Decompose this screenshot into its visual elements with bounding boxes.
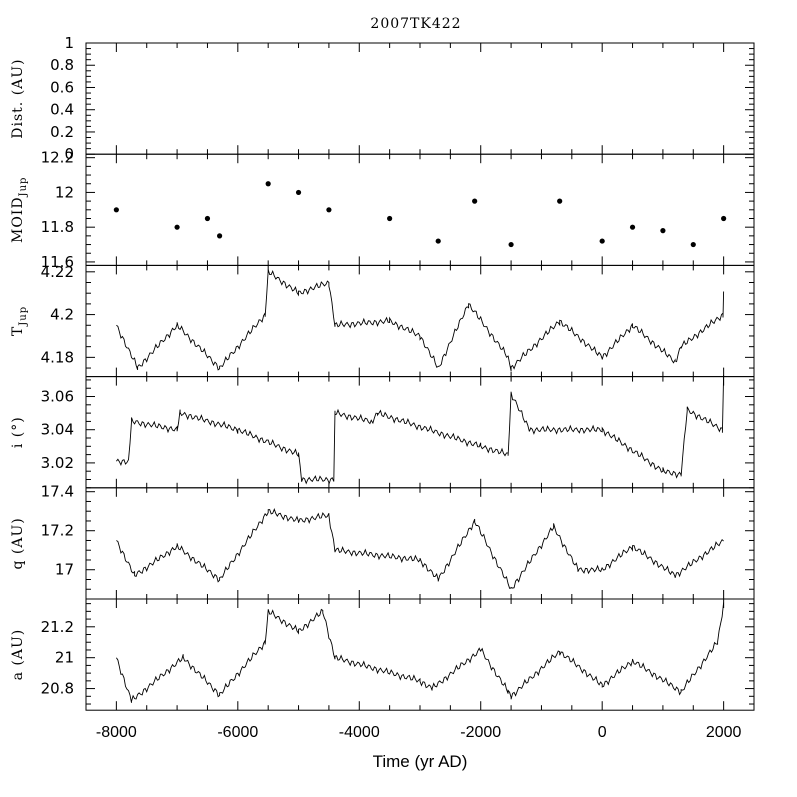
y-tick-label: 12 <box>55 183 74 201</box>
y-axis-label-subscript: Jup <box>18 306 29 327</box>
y-tick-label: 12.2 <box>41 149 74 167</box>
data-point <box>599 238 605 244</box>
data-point <box>690 241 696 248</box>
y-tick-label: 0.4 <box>50 101 74 119</box>
data-point <box>174 224 180 230</box>
y-tick-label: 17 <box>55 561 74 579</box>
y-tick-label: 1 <box>64 34 74 52</box>
data-line-incl <box>116 374 725 485</box>
panel-frame-a <box>85 598 755 711</box>
data-point <box>557 198 563 204</box>
data-line-tjup <box>116 269 725 372</box>
y-axis-label-dist: Dist. (AU) <box>10 58 26 138</box>
data-point <box>387 215 393 222</box>
panel-frame-dist <box>85 42 755 155</box>
y-axis-label-moid: MOIDJup <box>10 177 29 243</box>
y-tick-label: 21 <box>55 649 74 667</box>
data-point <box>204 215 211 222</box>
y-tick-label: 17.4 <box>41 483 74 501</box>
y-tick-label: 0.2 <box>50 123 74 141</box>
y-tick-label: 3.04 <box>41 421 74 439</box>
panel-frame-q <box>85 487 755 600</box>
y-tick-label: 0.8 <box>50 56 74 74</box>
y-tick-label: 21.2 <box>41 618 74 636</box>
y-tick-label: 11.8 <box>41 218 74 236</box>
data-point <box>435 238 441 244</box>
data-point <box>295 189 302 196</box>
x-tick-label: 2000 <box>706 724 742 741</box>
panel-frame-incl <box>85 376 755 489</box>
y-axis-label-incl: i (°) <box>10 416 26 448</box>
y-tick-label: 20.8 <box>41 680 74 698</box>
x-tick-label: 0 <box>598 724 607 741</box>
data-point <box>472 198 478 204</box>
chart-title: 2007TK422 <box>370 16 461 32</box>
x-tick-label: -8000 <box>96 724 137 741</box>
y-tick-label: 0.6 <box>50 78 74 96</box>
y-axis-label-tjup: TJup <box>10 306 29 336</box>
panel-frame-tjup <box>85 264 755 378</box>
data-point <box>113 207 119 213</box>
y-tick-label: 4.2 <box>50 306 74 324</box>
x-tick-label: -6000 <box>217 724 258 741</box>
y-tick-label: 3.02 <box>41 454 74 472</box>
data-point <box>265 181 271 187</box>
y-tick-label: 3.06 <box>41 388 74 406</box>
data-point <box>660 228 666 234</box>
y-axis-label-q: q (AU) <box>10 517 26 569</box>
data-point <box>217 233 223 239</box>
data-line-a <box>116 602 725 703</box>
y-tick-label: 11.6 <box>41 253 74 271</box>
panel-frame-moid <box>85 153 755 266</box>
y-tick-label: 4.22 <box>41 263 74 281</box>
x-tick-label: -4000 <box>339 724 380 741</box>
y-axis-label-a: a (AU) <box>10 629 26 681</box>
x-tick-label: -2000 <box>460 724 501 741</box>
data-point <box>508 241 514 248</box>
y-tick-label: 0 <box>64 145 74 163</box>
x-axis-label: Time (yr AD) <box>373 752 468 771</box>
y-axis-label-subscript: Jup <box>18 177 29 198</box>
panels-group: 0 0.2 0.4 0.6 0.8 1 Dist. (AU) 11.6 11.8 12 12.2 MO… <box>10 34 755 741</box>
y-tick-label: 17.2 <box>41 522 74 540</box>
data-point <box>721 215 727 222</box>
data-point <box>629 224 636 230</box>
y-tick-label: 4.18 <box>41 348 74 366</box>
data-line-q <box>116 508 724 589</box>
data-point <box>326 207 332 213</box>
